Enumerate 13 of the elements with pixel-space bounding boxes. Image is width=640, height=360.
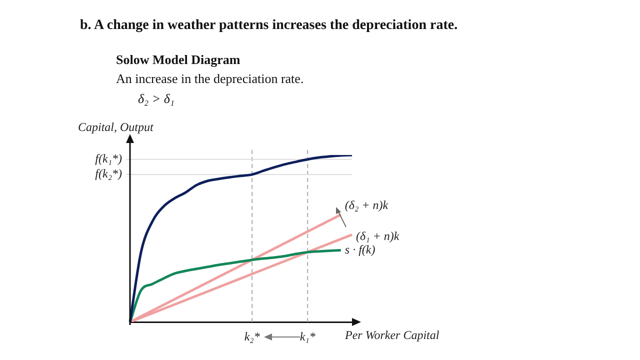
x-axis-title: Per Worker Capital [344, 328, 440, 342]
chart-title: b. A change in weather patterns increases the depreciation rate. [80, 18, 458, 34]
ref-line-label: f(k₁*) [95, 152, 122, 166]
chart-subtitle: Solow Model Diagram [116, 52, 240, 68]
x-tick-label: k₂* [244, 329, 260, 344]
ref-line-label: f(k₂*) [95, 166, 122, 181]
y-axis-title: Capital, Output [78, 120, 154, 134]
series-label: (δ₂ + n)k [344, 198, 389, 212]
series-label: s · f(k) [344, 242, 376, 256]
text: δ₂ > δ₁ [138, 91, 174, 107]
text: An increase in the depreciation rate. [116, 71, 304, 87]
series-label: (δ₁ + n)k [356, 228, 400, 243]
x-tick-label: k₁* [300, 329, 316, 344]
